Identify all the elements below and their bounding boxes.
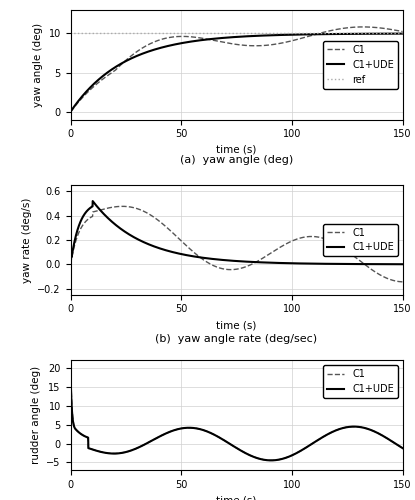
ref bbox=[393, 30, 398, 36]
Legend: C1, C1+UDE: C1, C1+UDE bbox=[323, 224, 398, 256]
Line: C1+UDE: C1+UDE bbox=[71, 383, 403, 460]
X-axis label: time (s): time (s) bbox=[216, 145, 257, 155]
C1 bbox=[68, 262, 73, 268]
C1 bbox=[400, 445, 405, 451]
C1 bbox=[126, 204, 131, 210]
C1 bbox=[68, 108, 73, 114]
C1+UDE bbox=[195, 426, 200, 432]
C1+UDE bbox=[210, 431, 215, 437]
Line: C1+UDE: C1+UDE bbox=[71, 34, 403, 112]
Y-axis label: rudder angle (deg): rudder angle (deg) bbox=[31, 366, 41, 464]
C1+UDE bbox=[210, 36, 215, 42]
Legend: C1, C1+UDE, ref: C1, C1+UDE, ref bbox=[323, 41, 398, 88]
C1+UDE bbox=[358, 261, 363, 267]
C1+UDE bbox=[106, 450, 111, 456]
C1+UDE bbox=[126, 57, 131, 63]
C1+UDE bbox=[126, 448, 131, 454]
ref bbox=[126, 30, 131, 36]
C1 bbox=[195, 34, 200, 40]
ref bbox=[210, 30, 215, 36]
C1+UDE bbox=[393, 30, 398, 36]
ref bbox=[195, 30, 200, 36]
Line: C1+UDE: C1+UDE bbox=[71, 201, 403, 264]
C1 bbox=[394, 28, 399, 34]
C1 bbox=[394, 441, 399, 447]
C1+UDE bbox=[400, 445, 405, 451]
Line: C1: C1 bbox=[71, 27, 403, 112]
C1 bbox=[358, 424, 363, 430]
C1 bbox=[106, 205, 111, 211]
Text: (a)  yaw angle (deg): (a) yaw angle (deg) bbox=[180, 154, 293, 164]
C1 bbox=[210, 431, 215, 437]
C1 bbox=[400, 28, 405, 34]
C1 bbox=[358, 24, 363, 30]
C1 bbox=[269, 458, 273, 464]
C1+UDE bbox=[68, 380, 73, 386]
C1+UDE bbox=[106, 69, 111, 75]
C1+UDE bbox=[400, 261, 405, 267]
C1+UDE bbox=[358, 31, 363, 37]
Line: C1: C1 bbox=[71, 206, 403, 282]
C1+UDE bbox=[126, 231, 131, 237]
C1+UDE bbox=[195, 254, 200, 260]
X-axis label: time (s): time (s) bbox=[216, 320, 257, 330]
C1+UDE bbox=[400, 30, 405, 36]
C1 bbox=[358, 258, 363, 264]
C1+UDE bbox=[68, 262, 73, 268]
C1+UDE bbox=[394, 261, 399, 267]
C1 bbox=[394, 278, 399, 284]
Y-axis label: yaw rate (deg/s): yaw rate (deg/s) bbox=[22, 198, 32, 282]
C1 bbox=[106, 72, 111, 78]
C1+UDE bbox=[90, 198, 95, 204]
C1+UDE bbox=[195, 38, 200, 44]
Line: C1: C1 bbox=[71, 373, 403, 460]
C1+UDE bbox=[210, 256, 215, 262]
C1 bbox=[195, 252, 200, 258]
C1 bbox=[68, 372, 73, 378]
C1 bbox=[106, 450, 111, 456]
X-axis label: time (s): time (s) bbox=[216, 496, 257, 500]
Legend: C1, C1+UDE: C1, C1+UDE bbox=[323, 366, 398, 398]
ref bbox=[106, 30, 111, 36]
C1 bbox=[210, 37, 215, 43]
C1 bbox=[400, 279, 405, 285]
C1 bbox=[120, 204, 125, 210]
Y-axis label: yaw angle (deg): yaw angle (deg) bbox=[33, 22, 43, 107]
C1 bbox=[210, 262, 215, 268]
ref bbox=[358, 30, 363, 36]
C1+UDE bbox=[269, 458, 273, 464]
C1 bbox=[361, 24, 366, 30]
ref bbox=[400, 30, 405, 36]
C1+UDE bbox=[106, 216, 111, 222]
C1+UDE bbox=[394, 441, 399, 447]
C1 bbox=[68, 370, 73, 376]
C1 bbox=[126, 448, 131, 454]
C1+UDE bbox=[358, 424, 363, 430]
C1+UDE bbox=[68, 108, 73, 114]
C1+UDE bbox=[68, 385, 73, 391]
ref bbox=[68, 30, 73, 36]
C1 bbox=[126, 56, 131, 62]
C1 bbox=[195, 426, 200, 432]
Text: (b)  yaw angle rate (deg/sec): (b) yaw angle rate (deg/sec) bbox=[156, 334, 317, 344]
